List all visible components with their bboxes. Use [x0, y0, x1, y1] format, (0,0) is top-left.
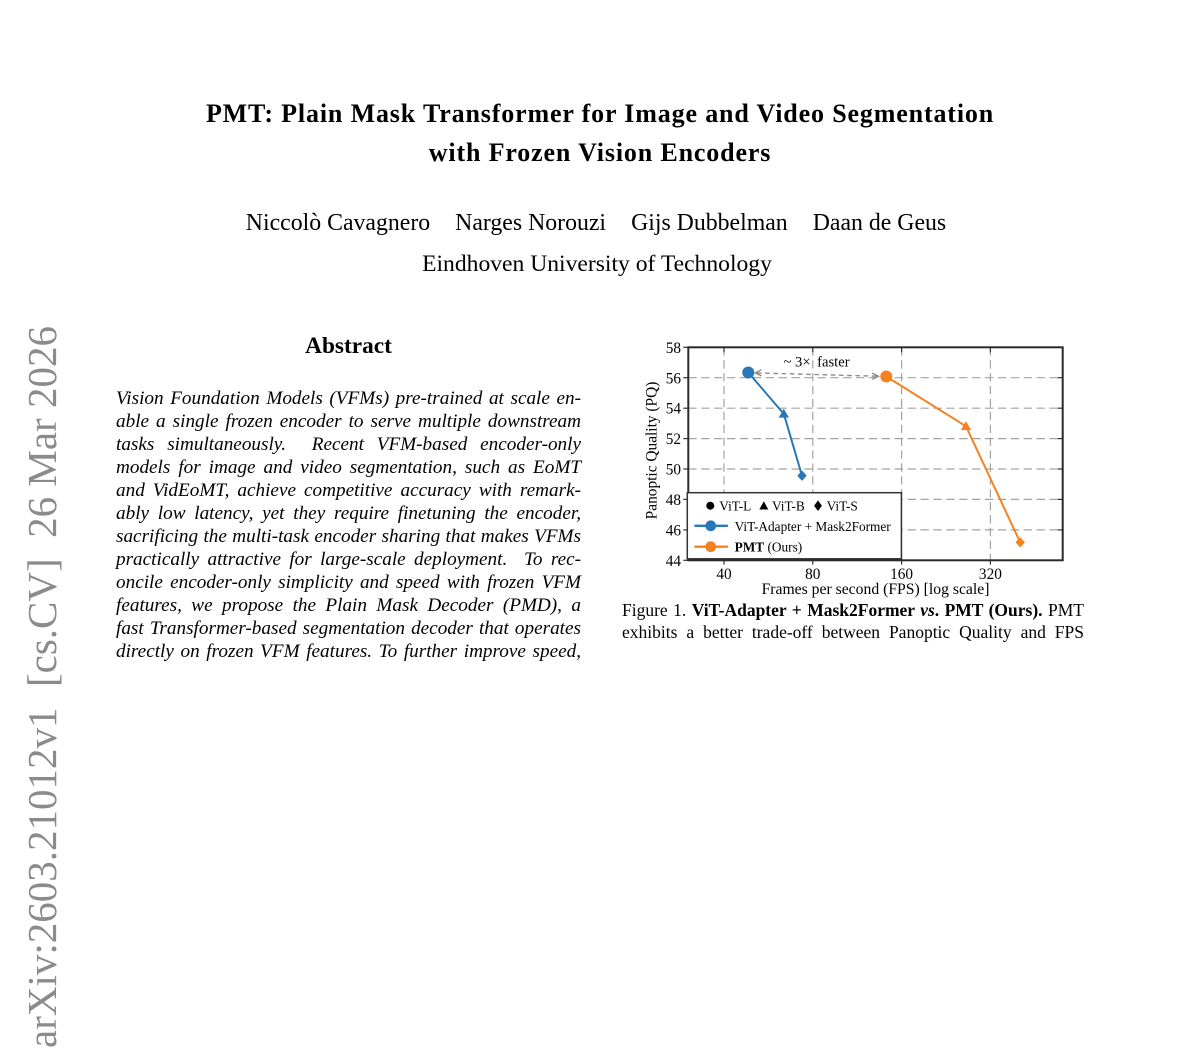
- svg-text:160: 160: [890, 566, 913, 583]
- svg-text:56: 56: [666, 370, 682, 387]
- svg-text:Panoptic Quality (PQ): Panoptic Quality (PQ): [644, 382, 661, 520]
- svg-text:46: 46: [666, 522, 682, 539]
- svg-text:ViT-Adapter + Mask2Former: ViT-Adapter + Mask2Former: [735, 519, 892, 534]
- svg-text:80: 80: [805, 566, 821, 583]
- svg-text:54: 54: [666, 401, 682, 418]
- svg-text:44: 44: [666, 553, 682, 570]
- svg-text:ViT-L: ViT-L: [719, 499, 751, 514]
- svg-text:48: 48: [666, 492, 682, 509]
- svg-text:40: 40: [716, 566, 732, 583]
- svg-text:Frames per second (FPS) [log s: Frames per second (FPS) [log scale]: [762, 581, 990, 598]
- svg-text:PMT (Ours): PMT (Ours): [735, 540, 803, 555]
- svg-text:320: 320: [979, 566, 1002, 583]
- svg-text:52: 52: [666, 431, 681, 448]
- svg-text:58: 58: [666, 340, 682, 357]
- svg-text:~ 3× faster: ~ 3× faster: [784, 354, 850, 370]
- svg-text:ViT-B: ViT-B: [772, 499, 805, 514]
- svg-text:ViT-S: ViT-S: [827, 499, 858, 514]
- svg-text:50: 50: [666, 462, 682, 479]
